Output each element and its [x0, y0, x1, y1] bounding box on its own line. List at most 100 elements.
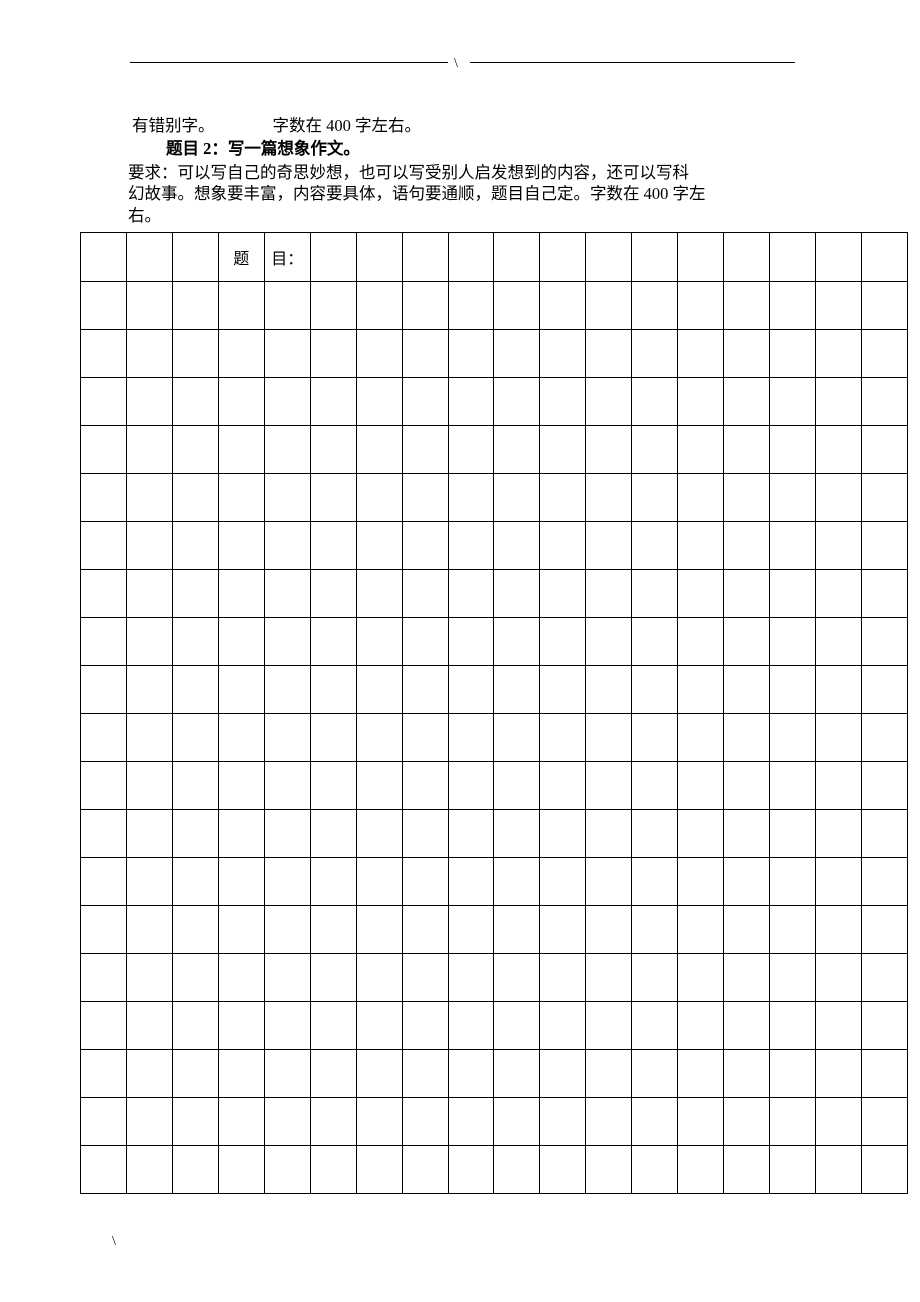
grid-cell[interactable] [494, 858, 540, 906]
grid-cell[interactable] [770, 858, 816, 906]
grid-cell[interactable] [81, 233, 127, 282]
grid-cell[interactable] [678, 954, 724, 1002]
grid-cell[interactable] [356, 426, 402, 474]
grid-cell[interactable] [402, 810, 448, 858]
grid-cell[interactable] [264, 954, 310, 1002]
grid-cell[interactable] [448, 666, 494, 714]
grid-cell[interactable] [218, 762, 264, 810]
grid-cell[interactable] [770, 618, 816, 666]
grid-cell[interactable] [310, 858, 356, 906]
grid-cell[interactable] [402, 282, 448, 330]
grid-cell[interactable] [310, 282, 356, 330]
grid-cell[interactable] [632, 858, 678, 906]
grid-cell[interactable] [218, 666, 264, 714]
grid-cell[interactable] [540, 618, 586, 666]
grid-cell[interactable] [81, 1146, 127, 1194]
grid-cell[interactable] [81, 426, 127, 474]
grid-cell[interactable] [586, 282, 632, 330]
grid-cell[interactable] [310, 378, 356, 426]
grid-cell[interactable] [586, 762, 632, 810]
grid-cell[interactable] [861, 282, 907, 330]
grid-cell[interactable] [861, 810, 907, 858]
grid-cell[interactable] [448, 762, 494, 810]
grid-cell[interactable] [81, 906, 127, 954]
grid-cell[interactable] [172, 1146, 218, 1194]
grid-cell[interactable] [724, 570, 770, 618]
grid-cell[interactable] [126, 570, 172, 618]
grid-cell[interactable] [126, 954, 172, 1002]
grid-cell[interactable] [724, 666, 770, 714]
grid-cell[interactable] [126, 810, 172, 858]
grid-cell[interactable] [172, 954, 218, 1002]
grid-cell[interactable] [448, 570, 494, 618]
grid-cell[interactable] [172, 474, 218, 522]
grid-cell[interactable] [81, 666, 127, 714]
grid-cell[interactable] [861, 1098, 907, 1146]
grid-cell[interactable] [770, 714, 816, 762]
grid-cell[interactable] [540, 474, 586, 522]
grid-cell[interactable] [264, 1050, 310, 1098]
grid-cell[interactable] [264, 858, 310, 906]
grid-cell[interactable] [816, 954, 862, 1002]
grid-cell[interactable] [678, 762, 724, 810]
grid-cell[interactable] [678, 522, 724, 570]
grid-cell[interactable] [264, 906, 310, 954]
grid-cell[interactable] [632, 906, 678, 954]
grid-cell[interactable] [494, 1146, 540, 1194]
grid-cell[interactable] [494, 954, 540, 1002]
grid-cell[interactable] [81, 762, 127, 810]
grid-cell[interactable] [264, 570, 310, 618]
grid-cell[interactable] [310, 906, 356, 954]
grid-cell[interactable] [172, 858, 218, 906]
grid-cell[interactable] [724, 233, 770, 282]
grid-cell[interactable] [310, 522, 356, 570]
grid-cell[interactable] [448, 522, 494, 570]
grid-cell[interactable] [81, 618, 127, 666]
grid-cell[interactable] [632, 618, 678, 666]
grid-cell[interactable] [264, 810, 310, 858]
grid-cell[interactable] [540, 282, 586, 330]
grid-cell[interactable] [861, 1146, 907, 1194]
grid-cell[interactable] [861, 906, 907, 954]
grid-cell[interactable] [816, 906, 862, 954]
grid-cell[interactable] [770, 1002, 816, 1050]
grid-cell[interactable] [586, 1146, 632, 1194]
grid-cell[interactable] [356, 858, 402, 906]
grid-cell[interactable] [724, 330, 770, 378]
grid-cell[interactable] [678, 426, 724, 474]
grid-cell[interactable] [861, 233, 907, 282]
grid-cell[interactable] [861, 474, 907, 522]
grid-cell[interactable] [678, 858, 724, 906]
grid-cell[interactable] [402, 330, 448, 378]
grid-cell[interactable] [724, 618, 770, 666]
grid-cell[interactable] [540, 1050, 586, 1098]
grid-cell[interactable] [724, 762, 770, 810]
grid-cell[interactable] [861, 618, 907, 666]
grid-cell[interactable] [678, 282, 724, 330]
grid-cell[interactable] [816, 282, 862, 330]
grid-cell[interactable] [861, 426, 907, 474]
grid-cell[interactable] [402, 474, 448, 522]
grid-cell[interactable] [540, 330, 586, 378]
grid-cell[interactable] [448, 810, 494, 858]
grid-cell[interactable] [126, 1050, 172, 1098]
grid-cell[interactable] [264, 1002, 310, 1050]
grid-cell[interactable] [770, 282, 816, 330]
grid-cell[interactable] [861, 714, 907, 762]
grid-cell[interactable] [632, 1098, 678, 1146]
grid-cell[interactable] [81, 810, 127, 858]
grid-cell[interactable] [310, 1098, 356, 1146]
grid-cell[interactable] [310, 810, 356, 858]
grid-cell[interactable] [218, 1098, 264, 1146]
grid-cell[interactable] [172, 810, 218, 858]
grid-cell[interactable] [172, 522, 218, 570]
grid-cell[interactable] [264, 522, 310, 570]
grid-cell[interactable] [770, 762, 816, 810]
grid-cell[interactable] [586, 714, 632, 762]
grid-cell[interactable] [632, 282, 678, 330]
grid-cell[interactable] [310, 666, 356, 714]
grid-cell[interactable] [172, 1002, 218, 1050]
grid-cell[interactable] [218, 618, 264, 666]
grid-cell[interactable] [724, 1098, 770, 1146]
grid-cell[interactable] [540, 233, 586, 282]
